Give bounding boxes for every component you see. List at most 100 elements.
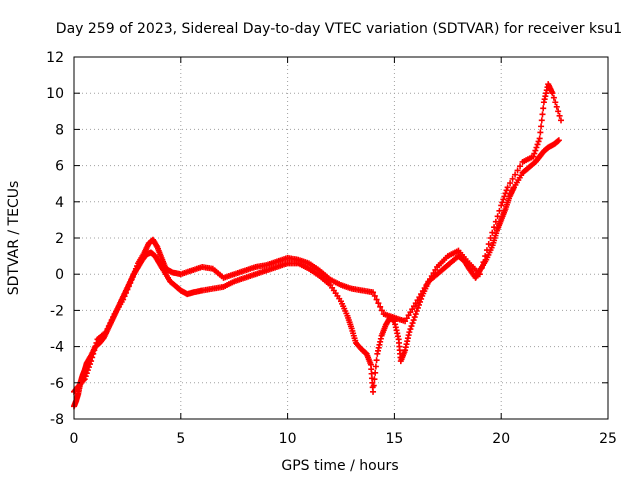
y-tick-label: 8 [55,122,64,138]
data-point [83,370,90,377]
data-point [105,323,112,330]
data-point [409,320,416,327]
data-point [492,218,499,225]
y-tick-label: -4 [50,340,64,356]
data-point [507,180,514,187]
data-point [411,314,418,321]
data-point [512,171,519,178]
data-point [531,150,538,157]
data-point [536,135,543,142]
x-tick-label: 0 [70,431,79,447]
y-tick-label: 10 [46,86,64,102]
data-point [370,289,377,296]
data-point [127,279,134,286]
data-point [103,329,110,336]
y-tick-label: 4 [55,195,64,211]
data-point [532,147,539,154]
data-point [371,376,378,383]
data-point [430,269,437,276]
data-point [375,300,382,307]
data-point [108,317,115,324]
data-point [496,207,503,214]
data-point [549,90,556,97]
chart-title: Day 259 of 2023, Sidereal Day-to-day VTE… [56,21,622,37]
data-point [538,117,545,124]
data-point [517,163,524,170]
data-point [88,358,95,365]
data-point [121,293,128,300]
data-point [405,312,412,319]
data-point [81,376,88,383]
data-point [552,99,559,106]
data-point [370,388,377,395]
data-point [120,296,127,303]
data-point [489,229,496,236]
y-axis-ticks: -8 -6 -4 -2 0 2 4 6 8 10 12 [46,50,608,428]
data-point [539,111,546,118]
y-tick-label: -2 [50,303,64,319]
data-point [406,329,413,336]
data-point [483,247,490,254]
data-point [478,265,485,272]
data-point [421,285,428,292]
data-point [553,103,560,110]
data-point [412,311,419,318]
data-point [414,304,421,311]
data-point [104,326,111,333]
data-point [378,307,385,314]
y-axis-label: SDTVAR / TECUs [6,181,22,296]
data-point [494,213,501,220]
y-tick-label: 6 [55,159,64,175]
data-point [91,347,98,354]
data-point [538,123,545,130]
data-point [502,190,509,197]
data-point [370,382,377,389]
data-point [373,296,380,303]
data-point [540,105,547,112]
data-point [371,292,378,299]
x-tick-label: 25 [599,431,617,447]
x-tick-label: 5 [176,431,185,447]
data-point [428,273,435,280]
y-tick-label: -8 [50,412,64,428]
data-point [533,144,540,151]
data-point [485,241,492,248]
data-point [89,354,96,361]
data-point [407,309,414,316]
data-point [423,282,430,289]
data-point [504,184,511,191]
data-point [500,196,507,203]
data-point [499,199,506,206]
data-point [509,175,516,182]
data-point [372,363,379,370]
data-point [90,350,97,357]
data-point [85,364,92,371]
data-point [414,297,421,304]
series-main-track [71,137,562,410]
data-point [482,253,489,260]
data-point [410,317,417,324]
data-point [403,315,410,322]
y-tick-label: 0 [55,267,64,283]
data-point [93,339,100,346]
data-point [92,343,99,350]
series-secondary-track [71,81,565,395]
data-point [501,193,508,200]
data-point [487,235,494,241]
data-point [122,289,129,296]
data-point [503,187,510,194]
data-point [124,286,131,293]
data-point [537,129,544,136]
data-point [409,306,416,313]
data-point [491,224,498,231]
data-point [555,137,562,144]
data-point [427,276,433,283]
data-point [82,373,89,380]
data-point [408,323,415,330]
data-point [110,314,117,321]
data-point [556,112,563,119]
data-point [372,369,379,376]
data-point [555,108,562,115]
data-point [498,202,505,209]
